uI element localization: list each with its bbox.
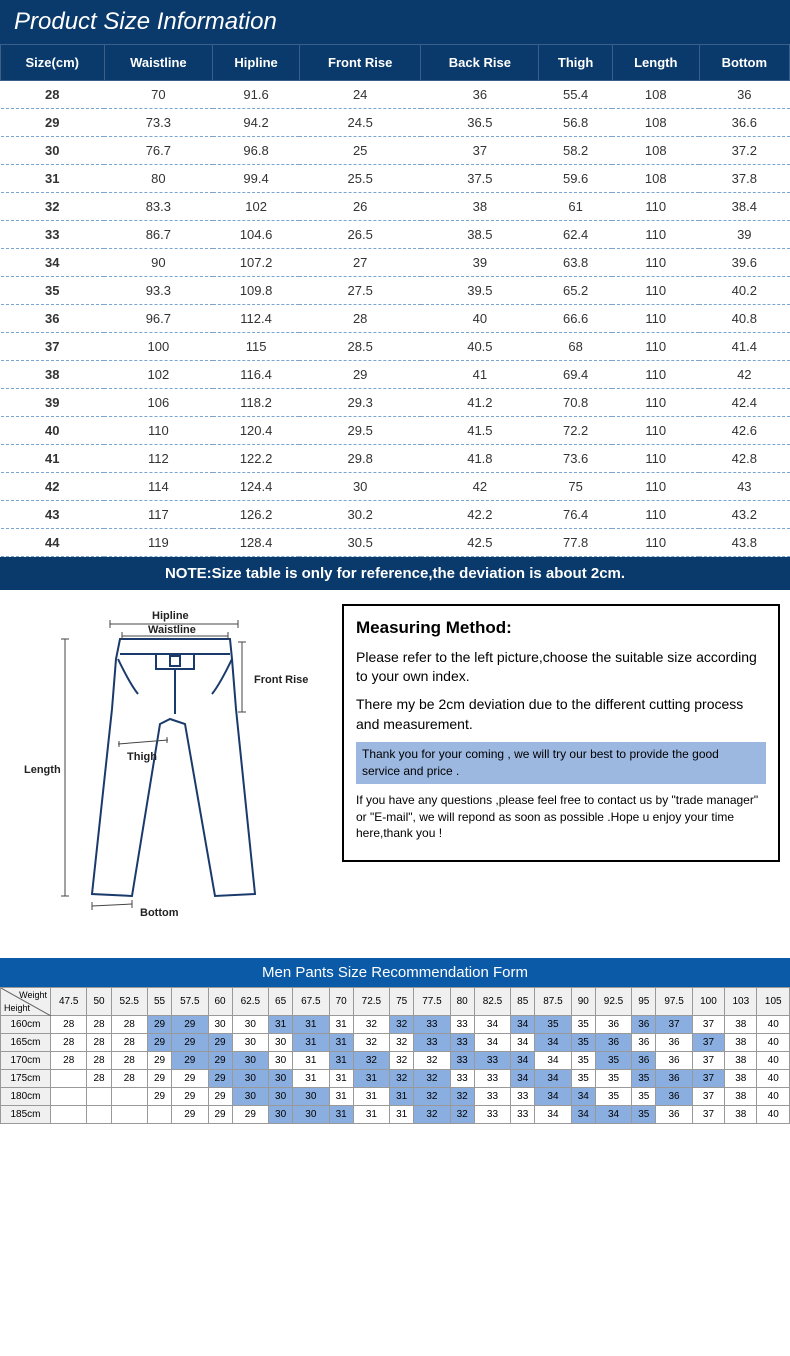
table-row: 3696.7112.4284066.611040.8	[1, 305, 790, 333]
weight-header: 87.5	[535, 988, 571, 1016]
table-row: 42114124.430427511043	[1, 473, 790, 501]
size-col-header: Hipline	[213, 45, 300, 81]
weight-header: 82.5	[474, 988, 510, 1016]
rec-title: Men Pants Size Recommendation Form	[0, 958, 790, 987]
label-waistline: Waistline	[148, 624, 196, 636]
weight-header: 97.5	[656, 988, 692, 1016]
weight-header: 62.5	[232, 988, 268, 1016]
weight-header: 92.5	[595, 988, 631, 1016]
table-row: 170cm28282829292930303131323232333334343…	[1, 1052, 790, 1070]
size-col-header: Length	[612, 45, 699, 81]
corner-cell: WeightHeight	[1, 988, 51, 1016]
weight-header: 103	[725, 988, 757, 1016]
table-row: 38102116.4294169.411042	[1, 361, 790, 389]
weight-header: 60	[208, 988, 232, 1016]
size-col-header: Thigh	[539, 45, 613, 81]
size-col-header: Bottom	[699, 45, 789, 81]
weight-header: 55	[148, 988, 172, 1016]
table-row: 185cm29292930303131313232333334343435363…	[1, 1106, 790, 1124]
weight-header: 80	[450, 988, 474, 1016]
weight-header: 65	[269, 988, 293, 1016]
size-col-header: Size(cm)	[1, 45, 105, 81]
table-row: 3076.796.8253758.210837.2	[1, 137, 790, 165]
weight-header: 95	[632, 988, 656, 1016]
size-table: Size(cm)WaistlineHiplineFront RiseBack R…	[0, 44, 790, 557]
label-frontrise: Front Rise	[254, 674, 308, 686]
height-label: 170cm	[1, 1052, 51, 1070]
weight-header: 50	[87, 988, 111, 1016]
pants-diagram: Hipline Waistline Front Rise Thigh Lengt…	[10, 604, 330, 924]
size-col-header: Waistline	[104, 45, 213, 81]
table-row: 180cm29292930303031313132323333343435353…	[1, 1088, 790, 1106]
height-label: 160cm	[1, 1016, 51, 1034]
label-thigh: Thigh	[127, 751, 157, 763]
method-p1: Please refer to the left picture,choose …	[356, 648, 766, 687]
method-p2: There my be 2cm deviation due to the dif…	[356, 695, 766, 734]
method-thanks: Thank you for your coming , we will try …	[356, 742, 766, 784]
weight-header: 90	[571, 988, 595, 1016]
label-length: Length	[24, 764, 61, 776]
weight-header: 105	[757, 988, 790, 1016]
height-label: 185cm	[1, 1106, 51, 1124]
table-row: 175cm28282929293030313131323233333434353…	[1, 1070, 790, 1088]
table-row: 2973.394.224.536.556.810836.6	[1, 109, 790, 137]
weight-header: 85	[511, 988, 535, 1016]
note-text: NOTE:Size table is only for reference,th…	[0, 557, 790, 590]
weight-header: 47.5	[51, 988, 87, 1016]
weight-header: 72.5	[353, 988, 389, 1016]
weight-header: 70	[329, 988, 353, 1016]
table-row: 44119128.430.542.577.811043.8	[1, 529, 790, 557]
height-label: 175cm	[1, 1070, 51, 1088]
label-bottom: Bottom	[140, 907, 179, 919]
size-col-header: Back Rise	[421, 45, 539, 81]
table-row: 40110120.429.541.572.211042.6	[1, 417, 790, 445]
table-row: 287091.6243655.410836	[1, 81, 790, 109]
table-row: 3386.7104.626.538.562.411039	[1, 221, 790, 249]
table-row: 3490107.2273963.811039.6	[1, 249, 790, 277]
page-title: Product Size Information	[0, 0, 790, 44]
table-row: 39106118.229.341.270.811042.4	[1, 389, 790, 417]
measuring-method-box: Measuring Method: Please refer to the le…	[342, 604, 780, 862]
table-row: 41112122.229.841.873.611042.8	[1, 445, 790, 473]
size-col-header: Front Rise	[299, 45, 420, 81]
recommendation-table: WeightHeight47.55052.55557.56062.56567.5…	[0, 987, 790, 1124]
table-row: 165cm28282829292930303131323233333434343…	[1, 1034, 790, 1052]
method-title: Measuring Method:	[356, 616, 766, 640]
weight-header: 100	[692, 988, 724, 1016]
table-row: 3593.3109.827.539.565.211040.2	[1, 277, 790, 305]
weight-header: 77.5	[414, 988, 450, 1016]
weight-header: 57.5	[172, 988, 208, 1016]
table-row: 3283.310226386111038.4	[1, 193, 790, 221]
height-label: 180cm	[1, 1088, 51, 1106]
weight-header: 52.5	[111, 988, 147, 1016]
table-row: 160cm28282829293030313131323233333434353…	[1, 1016, 790, 1034]
method-contact: If you have any questions ,please feel f…	[356, 792, 766, 842]
weight-header: 75	[390, 988, 414, 1016]
table-row: 43117126.230.242.276.411043.2	[1, 501, 790, 529]
table-row: 318099.425.537.559.610837.8	[1, 165, 790, 193]
weight-header: 67.5	[293, 988, 329, 1016]
height-label: 165cm	[1, 1034, 51, 1052]
table-row: 3710011528.540.56811041.4	[1, 333, 790, 361]
label-hipline: Hipline	[152, 610, 189, 622]
